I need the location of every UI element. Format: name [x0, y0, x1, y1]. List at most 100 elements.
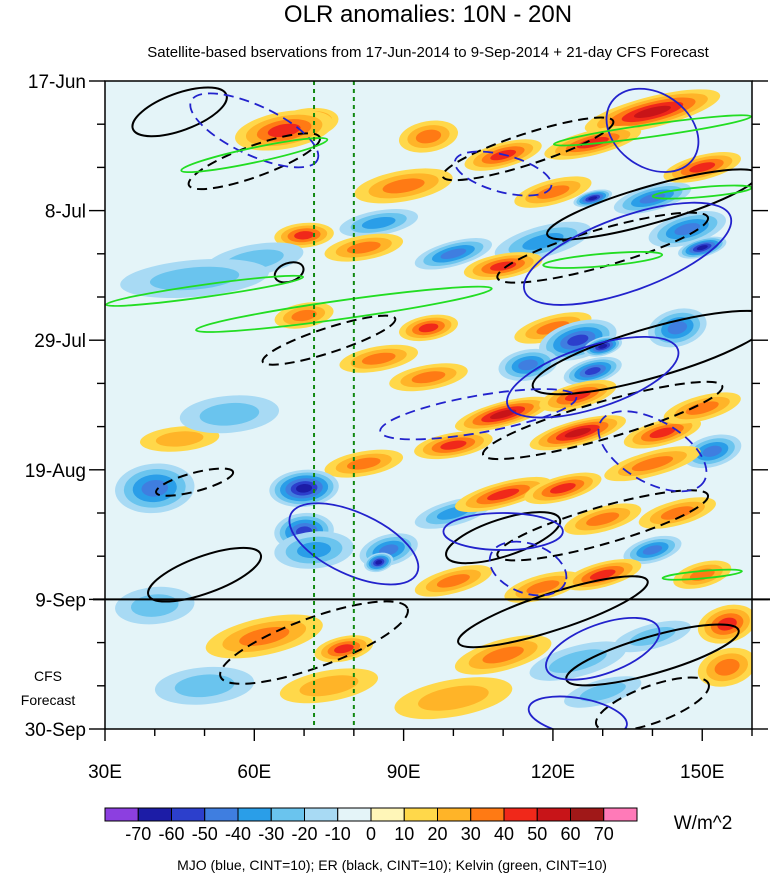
olr-anomaly-cell	[415, 129, 442, 144]
olr-anomaly-cell	[660, 506, 694, 520]
olr-anomaly-cell	[518, 359, 538, 371]
colorbar-label: -30	[258, 824, 284, 844]
colorbar-label: 40	[494, 824, 514, 844]
mjo-contour	[597, 410, 708, 493]
olr-anomaly-cell	[155, 431, 204, 447]
olr-anomaly-cell	[567, 334, 589, 346]
x-tick-label: 120E	[531, 762, 575, 783]
er-contour	[441, 116, 615, 182]
contour-overlay	[105, 86, 752, 729]
y-tick-label: 8-Jul	[45, 202, 86, 223]
mjo-contour	[523, 201, 733, 306]
olr-anomaly-cell	[294, 231, 314, 240]
olr-anomaly-cell	[536, 185, 570, 199]
olr-anomaly-cell	[297, 541, 332, 559]
contour-legend: MJO (blue, CINT=10); ER (black, CINT=10)…	[177, 857, 607, 873]
chart-subtitle: Satellite-based bservations from 17-Jun-…	[147, 44, 709, 61]
olr-anomaly-cell	[631, 456, 674, 472]
olr-anomaly-cell	[199, 402, 260, 426]
kelvin-contour	[542, 251, 664, 269]
colorbar-swatch	[171, 807, 206, 822]
forecast-label-line2: Forecast	[21, 692, 76, 708]
y-tick-label: 9-Sep	[35, 590, 86, 611]
olr-anomaly-cell	[267, 123, 301, 138]
x-axis: 30E 60E 90E 120E 150E	[88, 729, 753, 783]
er-contour	[147, 546, 263, 603]
colorbar-label: 20	[427, 824, 447, 844]
olr-anomaly-cell	[649, 427, 676, 439]
colorbar-swatch	[204, 807, 239, 822]
olr-anomaly-cell	[436, 574, 470, 588]
olr-anomaly-cell	[487, 488, 520, 501]
er-contour	[496, 489, 710, 562]
x-tick-label: 30E	[88, 762, 122, 783]
y-tick-label: 17-Jun	[28, 72, 86, 93]
olr-anomaly-cell	[685, 401, 719, 415]
y-tick-label: 29-Jul	[34, 331, 86, 352]
colorbar-swatch	[536, 807, 571, 822]
er-contour	[155, 467, 235, 497]
olr-anomaly-cell	[411, 371, 446, 384]
olr-anomaly-cell	[490, 409, 517, 420]
olr-anomaly-cell	[689, 162, 716, 173]
colorbar-label: 60	[560, 824, 580, 844]
mjo-contour	[442, 512, 564, 551]
olr-anomaly-cell	[536, 321, 570, 335]
colorbar-label: -50	[192, 824, 218, 844]
colorbar-swatch	[270, 807, 305, 822]
mjo-contour	[605, 87, 700, 173]
er-contour	[219, 600, 409, 685]
colorbar-label: 70	[594, 824, 614, 844]
mjo-contour	[288, 502, 420, 586]
colorbar-label: 10	[394, 824, 414, 844]
olr-anomaly-cell	[702, 445, 722, 457]
plot-frame	[104, 80, 753, 730]
olr-anomaly-cell	[440, 440, 467, 450]
y-axis: 17-Jun 8-Jul 29-Jul 19-Aug 9-Sep 30-Sep	[25, 72, 768, 741]
olr-anomaly-cell	[589, 569, 616, 580]
colorbar-swatch	[237, 807, 272, 822]
chart-title: OLR anomalies: 10N - 20N	[284, 1, 572, 28]
er-contour	[481, 380, 724, 461]
er-contour	[531, 309, 752, 396]
olr-anomaly-cell	[633, 105, 671, 119]
olr-anomaly-cell	[361, 216, 396, 229]
olr-anomaly-cell	[291, 309, 317, 322]
olr-anomaly-cell	[334, 644, 354, 654]
kelvin-contour	[195, 285, 493, 333]
x-tick-label: 60E	[237, 762, 271, 783]
y-tick-label: 19-Aug	[25, 461, 86, 482]
er-contour	[261, 314, 397, 366]
kelvin-contour	[552, 114, 752, 147]
colorbar-label: -60	[158, 824, 184, 844]
colorbar-swatch	[104, 807, 139, 822]
olr-anomaly-cell	[564, 427, 591, 438]
olr-anomaly-cell	[149, 266, 240, 291]
colorbar: -70 -60 -50 -40 -30 -20 -10 0 10 20 30 40 50 60 70	[104, 807, 638, 844]
olr-anomaly-cell	[526, 580, 560, 594]
olr-anomaly-cell	[667, 321, 688, 335]
colorbar-label: -10	[325, 824, 351, 844]
olr-anomaly-cell	[482, 646, 524, 664]
colorbar-label: -70	[125, 824, 151, 844]
er-contour	[594, 676, 710, 729]
olr-anomaly-cell	[418, 685, 489, 711]
olr-anomaly-cell	[579, 682, 626, 702]
olr-anomaly-cell	[588, 196, 598, 201]
olr-anomaly-cell	[418, 323, 439, 333]
forecast-label-line1: CFS	[34, 668, 62, 684]
mjo-contour	[506, 335, 680, 419]
olr-anomaly-cell	[522, 233, 564, 250]
colorbar-swatch	[304, 807, 339, 822]
colorbar-swatch	[370, 807, 405, 822]
x-tick-label: 150E	[680, 762, 724, 783]
mjo-contour	[189, 92, 320, 169]
colorbar-swatch	[503, 807, 538, 822]
colorbar-label: 30	[461, 824, 481, 844]
olr-anomaly-cell	[346, 241, 381, 254]
olr-anomaly-cell	[576, 137, 609, 149]
mjo-contour	[379, 388, 578, 441]
mjo-contour	[527, 695, 628, 729]
colorbar-label: -40	[225, 824, 251, 844]
